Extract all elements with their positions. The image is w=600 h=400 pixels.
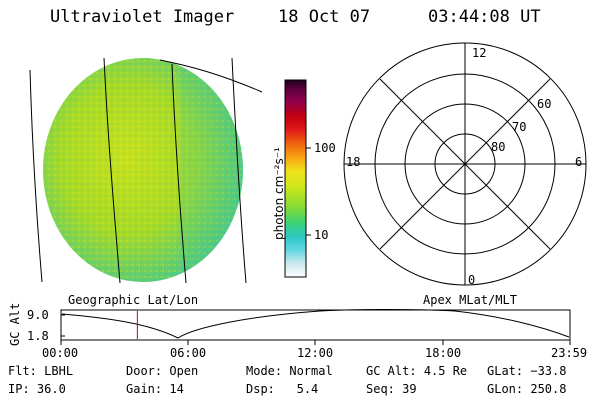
- polar-label-0: 0: [468, 273, 476, 287]
- dsp-value: 5.4: [296, 382, 319, 396]
- door-label: Door:: [126, 364, 163, 378]
- info-seq: Seq: 39: [366, 382, 417, 396]
- date-label: 18 Oct 07: [278, 7, 371, 27]
- altitude-xtick-0: 00:00: [42, 346, 79, 360]
- colorbar-unit-label: photon cm⁻²s⁻¹: [272, 147, 286, 240]
- info-gain: Gain: 14: [126, 382, 184, 396]
- gcalt-label: GC Alt:: [366, 364, 417, 378]
- glat-label: GLat:: [487, 364, 524, 378]
- mode-value: Normal: [289, 364, 333, 378]
- colorbar: [284, 79, 311, 278]
- info-glat: GLat: −33.8: [487, 364, 566, 378]
- altitude-xtick-2: 12:00: [297, 346, 334, 360]
- colorbar-tick-100: 100: [314, 141, 336, 155]
- altitude-xticks: [60, 340, 571, 345]
- glon-label: GLon:: [487, 382, 524, 396]
- info-flt: Flt: LBHL: [8, 364, 73, 378]
- flt-value: LBHL: [44, 364, 74, 378]
- altitude-ytick-bottom: 1.8: [27, 329, 49, 343]
- altitude-ytick-top: 9.0: [27, 308, 49, 322]
- altitude-xtick-3: 18:00: [425, 346, 462, 360]
- app-title: Ultraviolet Imager: [50, 7, 235, 27]
- mode-label: Mode:: [246, 364, 283, 378]
- gain-value: 14: [169, 382, 184, 396]
- uv-image-disk: [43, 58, 243, 282]
- polar-label-6: 6: [575, 155, 583, 169]
- left-projection-label: Geographic Lat/Lon: [68, 293, 199, 307]
- altitude-xtick-1: 06:00: [170, 346, 207, 360]
- polar-lat-60: 60: [537, 97, 552, 111]
- orbit-altitude-curve: [61, 309, 570, 339]
- info-mode: Mode: Normal: [246, 364, 333, 378]
- polar-label-18: 18: [346, 155, 361, 169]
- glat-value: −33.8: [530, 364, 567, 378]
- door-value: Open: [169, 364, 199, 378]
- ip-value: 36.0: [36, 382, 66, 396]
- seq-label: Seq:: [366, 382, 395, 396]
- altitude-xtick-4: 23:59: [551, 346, 588, 360]
- polar-lat-80: 80: [491, 140, 506, 154]
- info-dsp: Dsp: 5.4: [246, 382, 318, 396]
- dsp-label: Dsp:: [246, 382, 275, 396]
- colorbar-tick-10: 10: [314, 228, 329, 242]
- glon-value: 250.8: [530, 382, 567, 396]
- polar-mlt-plot: [343, 42, 587, 286]
- geo-grid-lines: [29, 57, 263, 284]
- gain-label: Gain:: [126, 382, 163, 396]
- polar-label-12: 12: [472, 46, 487, 60]
- time-label: 03:44:08 UT: [428, 7, 541, 27]
- right-projection-label: Apex MLat/MLT: [423, 293, 517, 307]
- gcalt-value: 4.5 Re: [423, 364, 468, 378]
- polar-lat-70: 70: [512, 120, 527, 134]
- seq-value: 39: [402, 382, 417, 396]
- info-ip: IP: 36.0: [8, 382, 66, 396]
- altitude-ylabel: GC Alt: [8, 302, 22, 346]
- info-gcalt: GC Alt: 4.5 Re: [366, 364, 467, 378]
- ip-label: IP:: [8, 382, 30, 396]
- flt-label: Flt:: [8, 364, 37, 378]
- info-door: Door: Open: [126, 364, 198, 378]
- info-glon: GLon: 250.8: [487, 382, 566, 396]
